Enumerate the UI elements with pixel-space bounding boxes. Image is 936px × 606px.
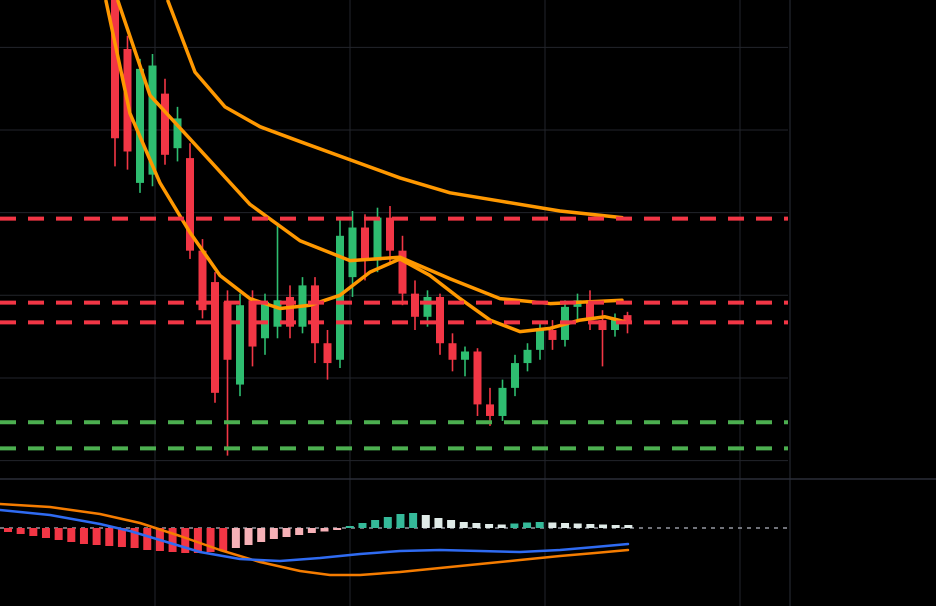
- macd-histogram-bar: [92, 528, 101, 545]
- candle-body: [336, 235, 344, 360]
- candle-body: [473, 351, 482, 405]
- candle-body: [523, 349, 532, 364]
- macd-histogram-bar: [29, 528, 38, 536]
- macd-histogram-bar: [181, 528, 190, 553]
- candle-body: [623, 315, 632, 323]
- macd-histogram-bar: [168, 528, 177, 552]
- macd-histogram-bar: [599, 524, 608, 528]
- macd-histogram-bar: [421, 515, 430, 528]
- candle-body: [286, 296, 294, 327]
- macd-histogram-bar: [79, 528, 88, 544]
- candle-body: [273, 300, 282, 327]
- macd-histogram-bar: [193, 528, 202, 553]
- candle-body: [111, 0, 119, 139]
- candle-body: [598, 320, 607, 331]
- price-level-lines[interactable]: [0, 216, 788, 451]
- macd-histogram-bar: [535, 522, 544, 528]
- macd-histogram-bar: [206, 528, 215, 552]
- candle-body: [236, 305, 244, 385]
- candle-body: [423, 296, 432, 317]
- macd-histogram-bar: [282, 528, 291, 537]
- macd-histogram-bar: [358, 523, 367, 528]
- ema-fast: [104, 0, 627, 334]
- ema-slow: [166, 0, 624, 220]
- macd-histogram-bar: [434, 518, 443, 528]
- candle-body: [311, 285, 319, 344]
- macd-histogram-bar: [561, 523, 570, 528]
- candle-body: [173, 118, 182, 149]
- macd-histogram-bar: [117, 528, 126, 547]
- macd-histogram-bar: [105, 528, 114, 546]
- macd-histogram-bar: [295, 528, 304, 535]
- macd-histogram-bar: [447, 520, 456, 528]
- macd-histogram-bar: [4, 528, 12, 532]
- ema-mid: [116, 0, 624, 306]
- macd-histogram-bar: [459, 522, 468, 528]
- candle-body: [586, 300, 594, 321]
- candle-body: [361, 227, 369, 261]
- macd-histogram-bar: [624, 525, 633, 528]
- macd-histogram-bar: [371, 520, 380, 528]
- macd-histogram-bar: [497, 524, 506, 528]
- macd-histogram-bar: [257, 528, 266, 542]
- macd-histogram-bar: [345, 526, 354, 528]
- macd-histogram-bar: [143, 528, 152, 550]
- candle-body: [386, 217, 394, 251]
- candle-body: [398, 250, 407, 294]
- macd-pane: [0, 502, 788, 577]
- candle-body: [161, 93, 169, 155]
- candle-body: [511, 363, 519, 388]
- macd-histogram-bar: [219, 528, 228, 551]
- candle-body: [498, 387, 507, 416]
- macd-histogram-bar: [269, 528, 278, 539]
- macd-histogram-bar: [54, 528, 63, 540]
- macd-histogram-bar: [320, 528, 329, 532]
- candle-body: [323, 343, 332, 364]
- candle-body: [448, 343, 457, 360]
- candle-body: [223, 301, 232, 360]
- macd-histogram-bar: [586, 524, 595, 528]
- macd-histogram-bar: [573, 523, 582, 528]
- macd-histogram-bar: [16, 528, 25, 534]
- candle-body: [211, 282, 219, 393]
- macd-histogram-bar: [409, 513, 418, 528]
- macd-histogram-bar: [396, 514, 405, 528]
- macd-histogram-bar: [130, 528, 139, 548]
- price-axis[interactable]: 1,200.0 1,150.0 1,000.0 1,096.4 1,045.6 …: [790, 0, 936, 606]
- macd-histogram-bar: [231, 528, 240, 548]
- candle-body: [148, 65, 157, 175]
- candle-body: [611, 320, 619, 331]
- macd-histogram-bar: [41, 528, 50, 538]
- candle-body: [536, 330, 544, 350]
- macd-signal-line: [0, 502, 630, 577]
- candle-body: [461, 351, 469, 360]
- macd-histogram-bar: [67, 528, 76, 542]
- candle-body: [136, 68, 144, 183]
- candle-body: [373, 217, 382, 261]
- candle-body: [186, 158, 194, 251]
- candle-body: [198, 250, 207, 311]
- candle-body: [348, 227, 357, 278]
- macd-histogram-bar: [244, 528, 253, 545]
- ema-lines: [104, 0, 627, 334]
- macd-histogram-bar: [307, 528, 316, 533]
- macd-histogram-bar: [383, 517, 392, 528]
- macd-histogram-bar: [333, 528, 342, 530]
- candle-body: [261, 301, 269, 339]
- macd-histogram-bar: [611, 525, 620, 528]
- macd-histogram-bar: [485, 524, 494, 528]
- macd-main-line: [0, 508, 630, 563]
- macd-histogram-bar: [523, 522, 532, 528]
- macd-histogram-bar: [472, 523, 481, 528]
- candle-body: [411, 293, 419, 317]
- macd-histogram-bar: [510, 523, 519, 528]
- candle-body: [436, 296, 444, 344]
- macd-histogram-bar: [548, 522, 557, 528]
- candle-body: [548, 330, 557, 340]
- candle-body: [486, 404, 494, 416]
